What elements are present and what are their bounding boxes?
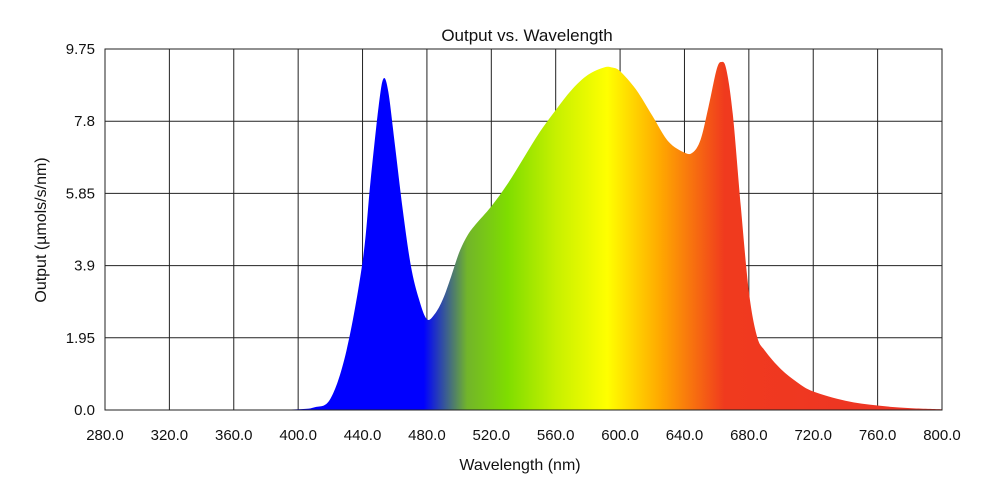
y-axis-ticks: 0.0 1.95 3.9 5.85 7.8 9.75 [66, 41, 95, 419]
chart-title: Output vs. Wavelength [441, 26, 612, 45]
x-tick-label-13: 800.0 [923, 427, 961, 444]
x-tick-label-6: 520.0 [473, 427, 511, 444]
x-tick-label-2: 360.0 [215, 427, 253, 444]
spectrum-area [105, 61, 942, 411]
y-tick-label-5: 9.75 [66, 41, 95, 58]
plot-frame [104, 48, 943, 411]
x-tick-label-9: 640.0 [666, 427, 704, 444]
y-tick-label-0: 0.0 [74, 402, 95, 419]
x-tick-label-1: 320.0 [151, 427, 189, 444]
x-tick-label-12: 760.0 [859, 427, 897, 444]
y-tick-label-3: 5.85 [66, 185, 95, 202]
y-tick-label-2: 3.9 [74, 258, 95, 275]
x-tick-label-3: 400.0 [279, 427, 317, 444]
y-axis-title: Output (µmols/s/nm) [33, 157, 50, 302]
x-tick-label-0: 280.0 [86, 427, 124, 444]
x-axis-ticks: 280.0 320.0 360.0 400.0 440.0 480.0 520.0 560.0… [86, 427, 961, 444]
y-tick-label-4: 7.8 [74, 113, 95, 130]
x-tick-label-4: 440.0 [344, 427, 382, 444]
y-tick-label-1: 1.95 [66, 330, 95, 347]
x-axis-title: Wavelength (nm) [459, 457, 580, 474]
x-tick-label-7: 560.0 [537, 427, 575, 444]
x-tick-label-11: 720.0 [794, 427, 832, 444]
x-tick-label-5: 480.0 [408, 427, 446, 444]
x-tick-label-8: 600.0 [601, 427, 639, 444]
x-tick-label-10: 680.0 [730, 427, 768, 444]
